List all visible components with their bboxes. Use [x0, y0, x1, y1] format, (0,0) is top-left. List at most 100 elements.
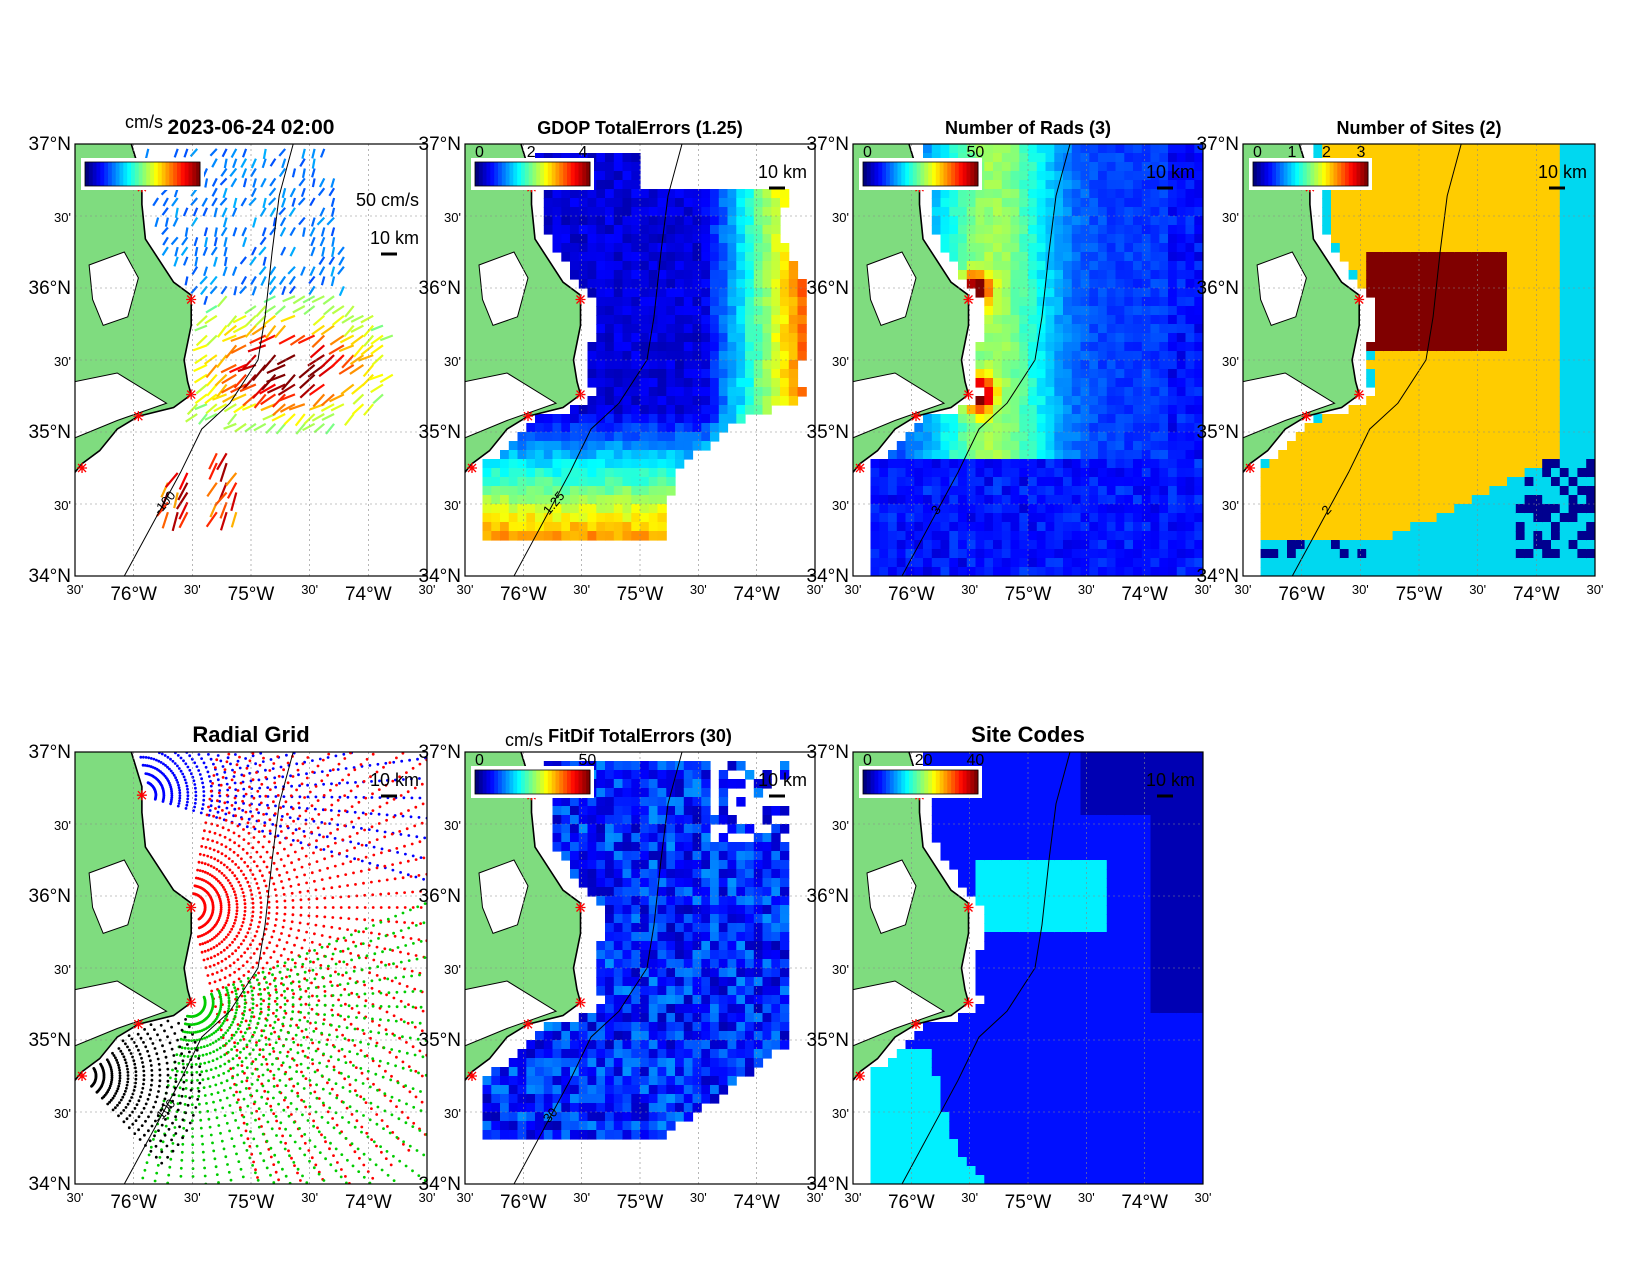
grid-cell [1515, 315, 1526, 325]
grid-cell [1463, 558, 1473, 568]
grid-cell [888, 477, 898, 487]
grid-cell [1498, 441, 1508, 451]
grid-cell [1586, 414, 1595, 424]
grid-cell [1515, 153, 1526, 163]
coastline [853, 144, 970, 473]
grid-cell [605, 360, 615, 370]
grid-cell [1357, 459, 1367, 469]
velocity-vector [203, 266, 209, 277]
grid-cell [1287, 567, 1297, 576]
grid-cell [1260, 459, 1270, 469]
grid-cell [508, 486, 519, 496]
grid-cell [1551, 567, 1561, 576]
velocity-vector [318, 177, 326, 188]
grid-cell [1436, 468, 1446, 478]
grid-cell [1150, 171, 1160, 181]
grid-cell [701, 270, 711, 280]
grid-cell [683, 441, 694, 451]
grid-cell [491, 486, 501, 496]
grid-cell [1419, 279, 1429, 289]
grid-cell [1115, 558, 1125, 568]
grid-cell [1001, 288, 1012, 298]
velocity-vector [178, 511, 189, 529]
grid-cell [1194, 432, 1203, 442]
grid-cell [622, 252, 632, 262]
grid-cell [762, 297, 772, 307]
grid-cell [993, 279, 1003, 289]
grid-cell [1507, 162, 1517, 172]
grid-cell [1533, 513, 1543, 523]
grid-cell [1124, 234, 1134, 244]
grid-cell [940, 477, 950, 487]
grid-cell [762, 387, 772, 397]
colorbar-swatch [115, 162, 120, 186]
grid-cell [631, 459, 641, 469]
grid-cell [1586, 261, 1595, 271]
grid-cell [1133, 495, 1143, 505]
grid-cell [552, 450, 562, 460]
grid-cell [605, 405, 615, 415]
grid-cell [596, 288, 606, 298]
grid-cell [1383, 558, 1394, 568]
grid-cell [1524, 360, 1534, 370]
grid-cell [1498, 216, 1508, 226]
grid-cell [631, 162, 641, 172]
grid-cell [1524, 189, 1534, 199]
grid-cell [1524, 198, 1534, 208]
grid-cell [1089, 441, 1099, 451]
grid-cell [657, 333, 667, 343]
grid-cell [1586, 441, 1595, 451]
grid-cell [984, 441, 994, 451]
radial-grid-point [261, 760, 265, 763]
grid-cell [1507, 288, 1517, 298]
grid-cell [1375, 297, 1385, 307]
grid-cell [1375, 279, 1385, 289]
grid-cell [710, 360, 720, 370]
grid-cell [1401, 234, 1411, 244]
grid-cell [1507, 189, 1517, 199]
grid-cell [1436, 252, 1446, 262]
grid-cell [648, 504, 659, 514]
grid-cell [1383, 261, 1394, 271]
colorbar-swatch [1325, 162, 1331, 186]
grid-cell [931, 495, 942, 505]
grid-cell [1089, 153, 1099, 163]
grid-cell [1375, 342, 1385, 352]
grid-cell [666, 351, 676, 361]
grid-cell [1036, 531, 1047, 541]
grid-cell [1533, 477, 1543, 487]
grid-cell [605, 288, 615, 298]
grid-cell [1498, 450, 1508, 460]
colorbar-swatch [928, 162, 933, 186]
grid-cell [958, 540, 968, 550]
grid-cell [736, 189, 746, 199]
velocity-vector [352, 393, 365, 405]
grid-cell [1045, 540, 1055, 550]
grid-cell [1445, 432, 1455, 442]
grid-cell [1313, 540, 1323, 550]
grid-cell [1445, 243, 1455, 253]
grid-cell [1322, 450, 1332, 460]
grid-cell [1392, 270, 1402, 280]
grid-cell [1427, 387, 1438, 397]
grid-cell [1533, 198, 1543, 208]
grid-cell [1054, 171, 1064, 181]
grid-cell [1185, 369, 1195, 379]
grid-cell [1445, 441, 1455, 451]
grid-cell [1063, 522, 1073, 532]
grid-cell [718, 360, 729, 370]
grid-cell [1133, 261, 1143, 271]
grid-cell [1489, 261, 1499, 271]
grid-cell [587, 504, 597, 514]
grid-cell [1036, 522, 1047, 532]
grid-cell [753, 198, 764, 208]
grid-cell [1533, 531, 1543, 541]
radial-grid-point [344, 767, 348, 770]
grid-cell [1366, 234, 1376, 244]
lon-tick-label: 30' [807, 582, 824, 597]
grid-cell [1542, 342, 1552, 352]
grid-cell [1313, 153, 1323, 163]
grid-cell [1010, 171, 1020, 181]
grid-cell [1515, 396, 1526, 406]
grid-cell [1339, 234, 1350, 244]
